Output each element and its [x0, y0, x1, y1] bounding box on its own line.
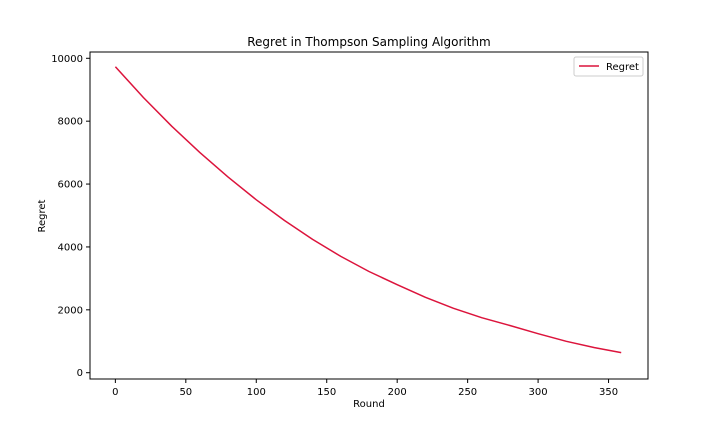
legend: Regret	[573, 56, 644, 77]
y-tick-label: 10000	[51, 54, 83, 65]
y-tick-label: 4000	[58, 242, 83, 253]
x-tick-label: 250	[458, 387, 477, 398]
x-tick-label: 100	[247, 387, 266, 398]
x-tick-label: 300	[529, 387, 548, 398]
y-tick-label: 6000	[58, 180, 83, 191]
x-tick-label: 150	[317, 387, 336, 398]
y-axis-ticks: 0 2000 4000 6000 8000 10000	[51, 54, 90, 379]
x-tick-label: 50	[179, 387, 192, 398]
chart-title: Regret in Thompson Sampling Algorithm	[247, 35, 490, 49]
x-tick-label: 200	[388, 387, 407, 398]
x-axis-label: Round	[353, 399, 385, 410]
y-axis-label: Regret	[37, 199, 48, 232]
y-tick-label: 0	[77, 368, 83, 379]
x-tick-label: 350	[599, 387, 618, 398]
legend-box	[573, 56, 644, 77]
series-layer	[114, 66, 622, 354]
y-tick-label: 8000	[58, 117, 83, 128]
legend-label-regret: Regret	[606, 62, 639, 73]
x-tick-label: 0	[112, 387, 118, 398]
x-axis-ticks: 0 50 100 150 200 250 300 350	[112, 379, 618, 398]
series-line-regret	[114, 66, 622, 354]
y-tick-label: 2000	[58, 305, 83, 316]
plot-frame	[89, 51, 649, 380]
